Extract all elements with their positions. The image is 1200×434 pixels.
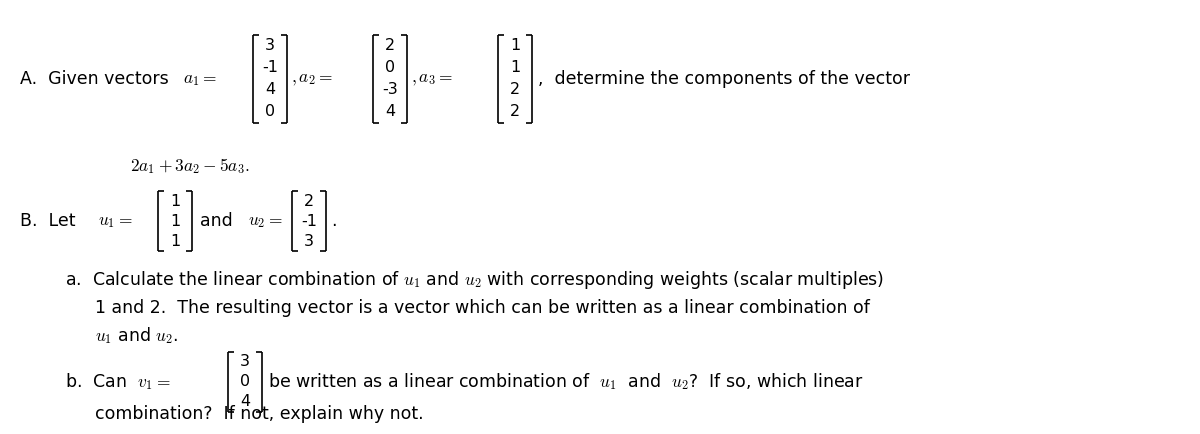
Text: 1: 1 [510, 60, 520, 76]
Text: A.  Given vectors: A. Given vectors [20, 70, 180, 88]
Text: b.  Can  $v_1=$: b. Can $v_1=$ [65, 372, 170, 392]
Text: ,  determine the components of the vector: , determine the components of the vector [538, 70, 910, 88]
Text: $, a_3=$: $, a_3=$ [410, 70, 452, 88]
Text: 1: 1 [170, 194, 180, 208]
Text: 2: 2 [304, 194, 314, 208]
Text: and: and [200, 212, 244, 230]
Text: 0: 0 [240, 375, 250, 389]
Text: be written as a linear combination of  $u_1$  and  $u_2$?  If so, which linear: be written as a linear combination of $u… [268, 372, 864, 392]
Text: 2: 2 [385, 39, 395, 53]
Text: 2: 2 [510, 105, 520, 119]
Text: 0: 0 [385, 60, 395, 76]
Text: 1 and 2.  The resulting vector is a vector which can be written as a linear comb: 1 and 2. The resulting vector is a vecto… [95, 299, 870, 317]
Text: $u_1=$: $u_1=$ [98, 212, 133, 230]
Text: -1: -1 [301, 214, 317, 228]
Text: 3: 3 [240, 355, 250, 369]
Text: -3: -3 [382, 82, 398, 98]
Text: -1: -1 [262, 60, 278, 76]
Text: 3: 3 [265, 39, 275, 53]
Text: $2a_1 + 3a_2 - 5a_3.$: $2a_1 + 3a_2 - 5a_3.$ [130, 156, 250, 176]
Text: 1: 1 [170, 214, 180, 228]
Text: $, a_2=$: $, a_2=$ [292, 70, 332, 88]
Text: B.  Let: B. Let [20, 212, 86, 230]
Text: 2: 2 [510, 82, 520, 98]
Text: $a_1=$: $a_1=$ [182, 70, 217, 88]
Text: 4: 4 [385, 105, 395, 119]
Text: 0: 0 [265, 105, 275, 119]
Text: 1: 1 [510, 39, 520, 53]
Text: a.  Calculate the linear combination of $u_1$ and $u_2$ with corresponding weigh: a. Calculate the linear combination of $… [65, 269, 884, 291]
Text: 3: 3 [304, 233, 314, 249]
Text: 4: 4 [265, 82, 275, 98]
Text: combination?  If not, explain why not.: combination? If not, explain why not. [95, 405, 424, 423]
Text: 4: 4 [240, 395, 250, 410]
Text: 1: 1 [170, 233, 180, 249]
Text: $u_1$ and $u_2$.: $u_1$ and $u_2$. [95, 326, 179, 346]
Text: .: . [331, 212, 336, 230]
Text: $u_2=$: $u_2=$ [248, 212, 283, 230]
